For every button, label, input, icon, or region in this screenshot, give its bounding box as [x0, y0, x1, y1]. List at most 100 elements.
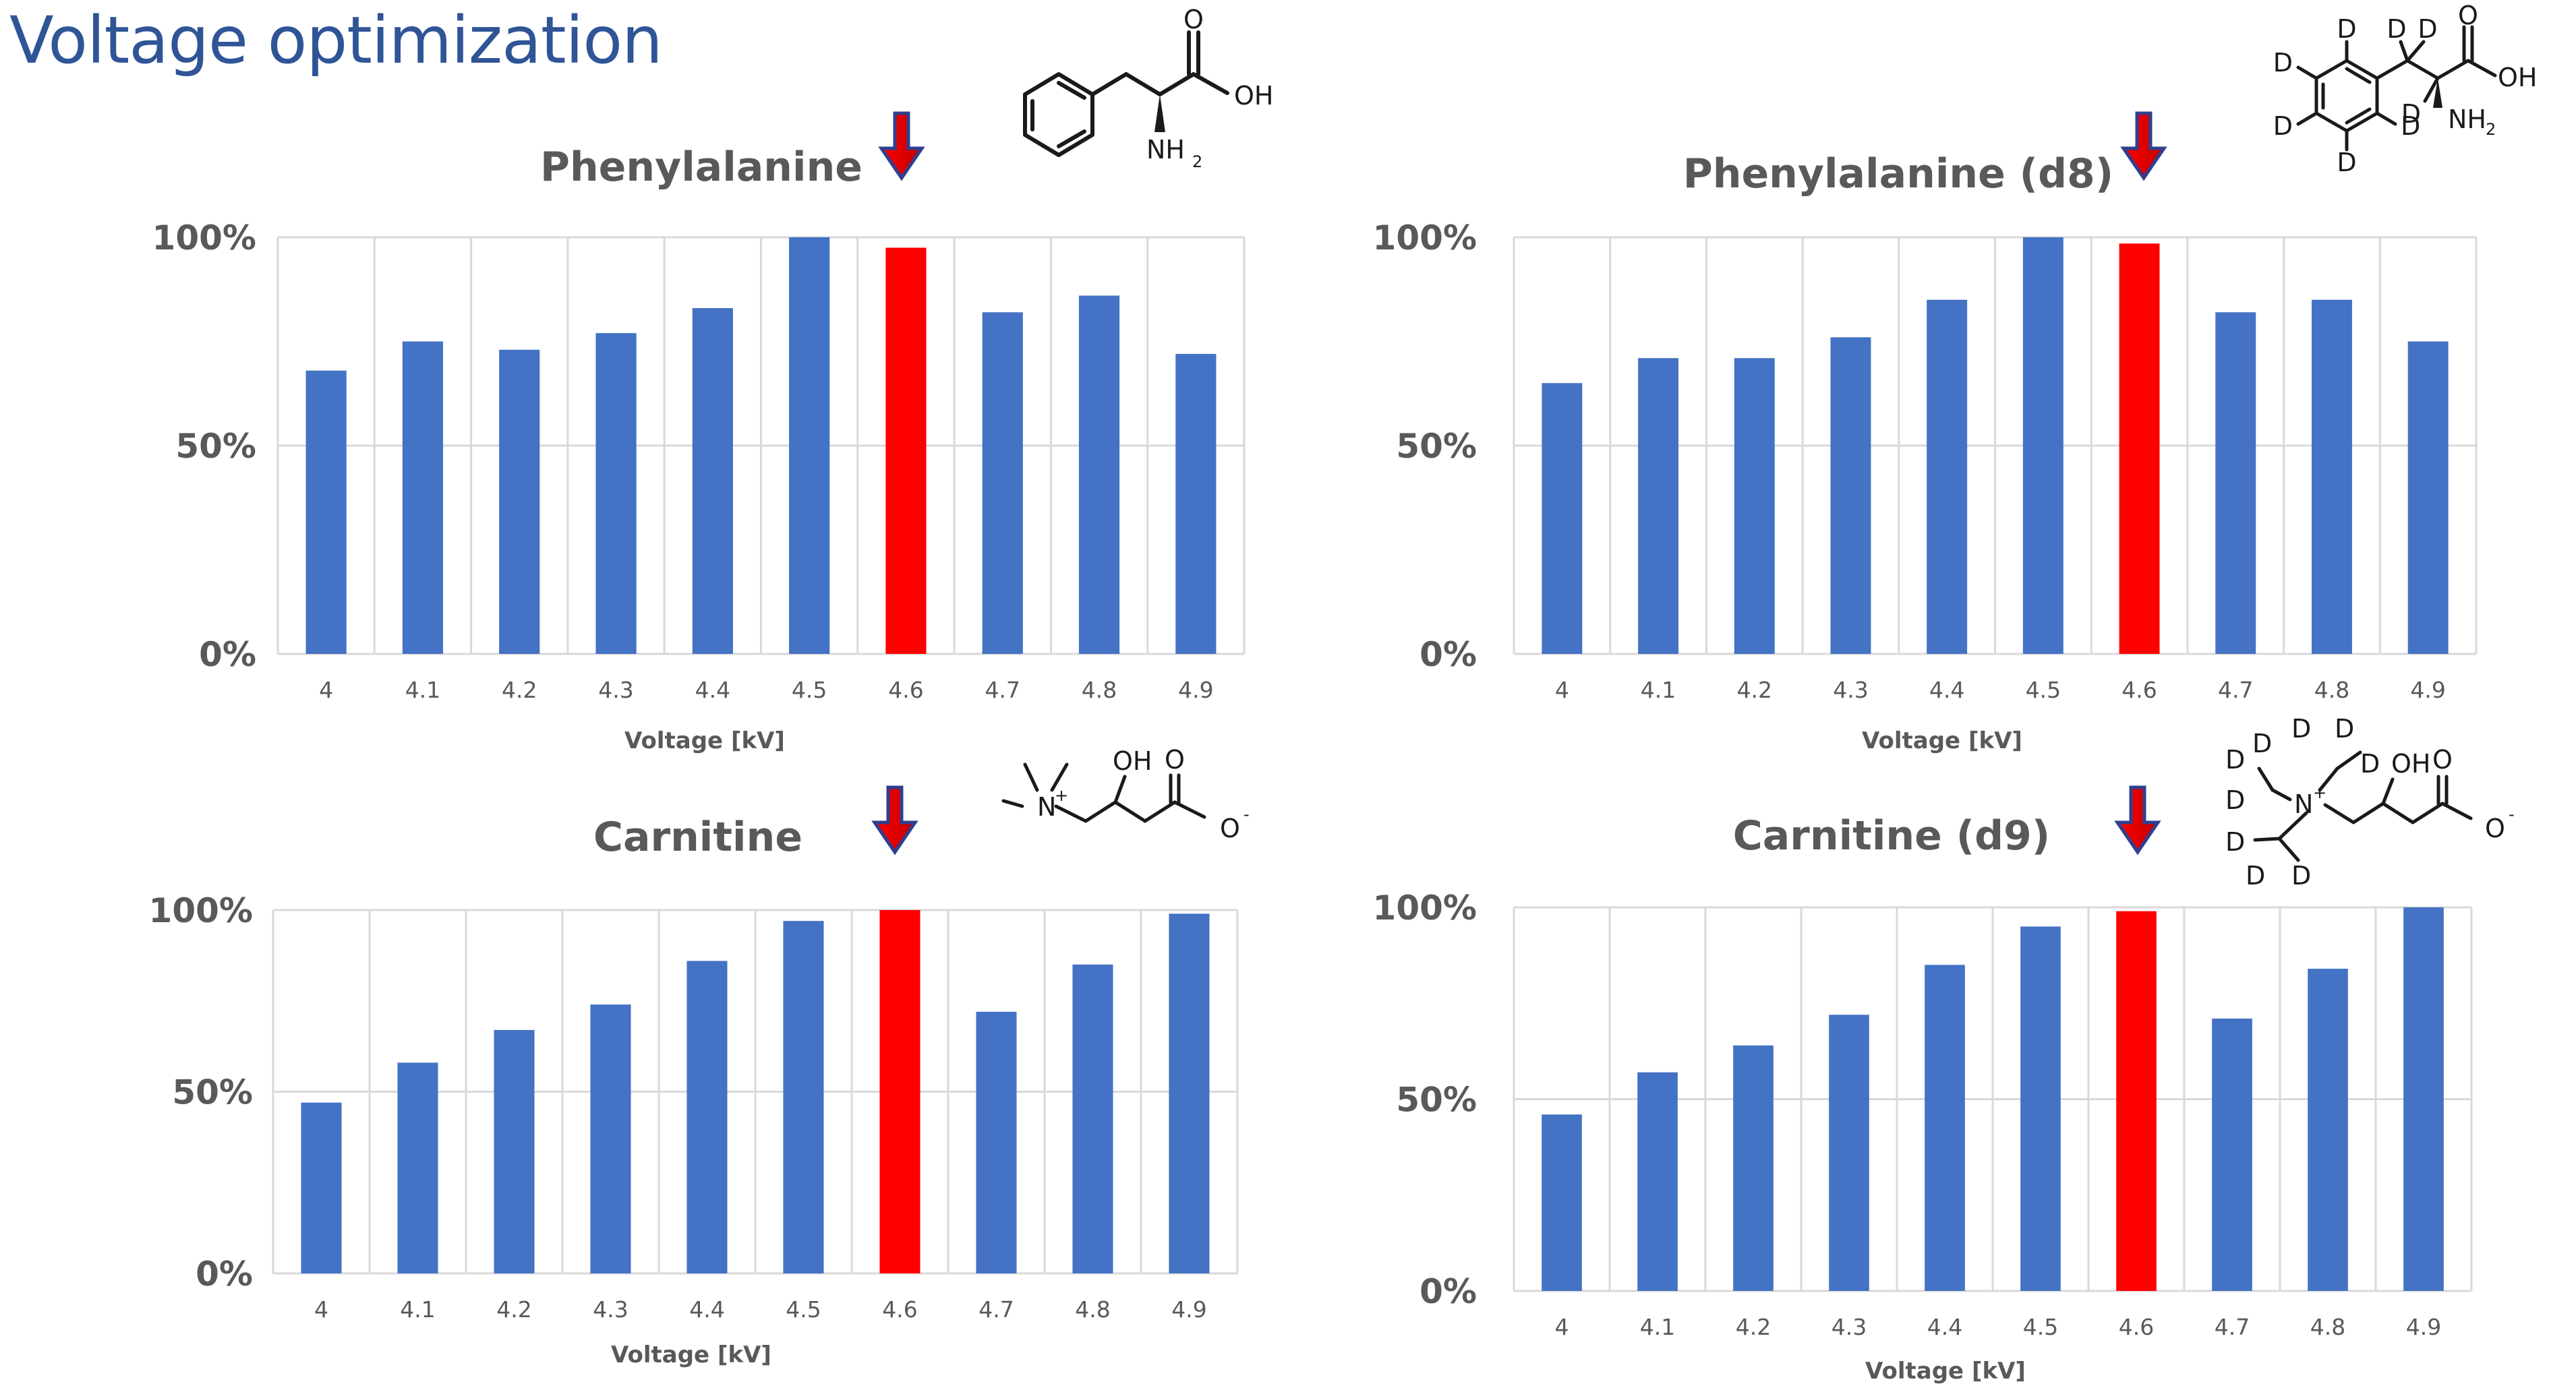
- atom-label: D: [2273, 111, 2293, 141]
- bar: [1072, 964, 1113, 1273]
- bar: [301, 1102, 342, 1273]
- atom-label: O: [2458, 1, 2478, 30]
- bar: [976, 1011, 1017, 1273]
- chart-carnitine: Carnitine 0% 50% 100% 4 4.1 4.2 4.3 4.4 4.5 4.6 4.7…: [149, 814, 1239, 1368]
- bar: [783, 921, 824, 1273]
- bar: [2311, 299, 2352, 654]
- x-tick-label: 4.4: [1929, 677, 1964, 703]
- atom-label: OH: [2391, 749, 2430, 779]
- optimum-arrow-carnitine: [871, 785, 918, 855]
- y-tick-label: 0%: [196, 1255, 253, 1294]
- y-tick-label: 100%: [152, 218, 256, 258]
- x-tick-label: 4.5: [786, 1296, 821, 1323]
- bar: [494, 1029, 535, 1273]
- atom-label: NH: [2448, 104, 2486, 134]
- bar: [2022, 237, 2063, 654]
- x-tick-label: 4.9: [2406, 1314, 2441, 1340]
- bar: [2403, 907, 2444, 1291]
- bar: [1733, 1045, 1774, 1291]
- bar: [1734, 358, 1775, 654]
- bar: [2407, 341, 2449, 654]
- x-tick-label: 4.9: [1178, 677, 1213, 703]
- atom-label: D: [2246, 861, 2265, 891]
- atom-label: 2: [2486, 120, 2496, 139]
- atom-label: NH: [1146, 135, 1185, 164]
- x-tick-label: 4.7: [985, 677, 1020, 703]
- x-tick-label: 4.6: [888, 677, 923, 703]
- bar: [402, 341, 444, 654]
- y-tick-label: 50%: [175, 427, 256, 466]
- x-tick-label: 4.3: [598, 677, 633, 703]
- x-tick-label: 4.6: [882, 1296, 917, 1323]
- x-tick-label: 4.3: [1833, 677, 1868, 703]
- bar: [1169, 913, 1210, 1273]
- bar: [2020, 926, 2061, 1291]
- atom-label: D: [2291, 714, 2311, 744]
- bar: [2308, 969, 2348, 1291]
- carnitine-d9-structure: N + OH O O - D D D D D D D D D: [2225, 714, 2515, 891]
- bar: [499, 349, 540, 654]
- x-tick-label: 4.3: [593, 1296, 628, 1323]
- x-tick-label: 4.7: [2215, 1314, 2250, 1340]
- x-axis-label: Voltage [kV]: [1862, 727, 2022, 754]
- x-tick-label: 4.8: [1075, 1296, 1110, 1323]
- y-tick-label: 0%: [1419, 1272, 1477, 1311]
- atom-label: D: [2337, 14, 2356, 44]
- x-tick-label: 4.2: [1737, 677, 1772, 703]
- bar-highlight: [885, 247, 927, 654]
- y-tick-label: 100%: [1373, 218, 1477, 258]
- x-tick-label: 4.8: [2310, 1314, 2345, 1340]
- bar: [1542, 383, 1583, 654]
- x-tick-label: 4.7: [978, 1296, 1014, 1323]
- y-tick-label: 0%: [1419, 635, 1477, 674]
- x-tick-label: 4: [1555, 1314, 1569, 1340]
- x-tick-label: 4.2: [502, 677, 537, 703]
- bar: [1925, 965, 1965, 1291]
- atom-label: D: [2337, 148, 2356, 177]
- bar: [1927, 299, 1968, 654]
- bar: [686, 961, 728, 1273]
- bar: [1542, 1114, 1582, 1291]
- atom-label: D: [2335, 714, 2354, 744]
- x-tick-label: 4.6: [2119, 1314, 2154, 1340]
- bar-highlight: [2116, 911, 2157, 1291]
- y-tick-label: 50%: [172, 1073, 253, 1112]
- x-axis-label: Voltage [kV]: [624, 727, 785, 754]
- chart-carnitine-d9: Carnitine (d9) 0% 50% 100% 4 4.1 4.2 4.3 4.4 4.5 4…: [1373, 812, 2473, 1385]
- phenylalanine-structure: O OH NH 2: [1023, 5, 1273, 171]
- atom-label: 2: [1192, 152, 1202, 171]
- atom-label: D: [2418, 14, 2437, 44]
- atom-label: O: [2432, 745, 2453, 775]
- atom-label: O: [1165, 745, 1185, 775]
- optimum-arrow-phenylalanine: [878, 111, 925, 181]
- x-tick-label: 4.6: [2121, 677, 2157, 703]
- phenylalanine-d8-structure: O OH NH 2 D D D D D D D D: [2273, 1, 2538, 177]
- atom-label: D: [2360, 749, 2380, 779]
- bar: [590, 1004, 631, 1273]
- atom-label: D: [2225, 827, 2245, 857]
- bar: [982, 312, 1023, 654]
- bar: [1830, 337, 1871, 654]
- atom-label: OH: [1234, 81, 1273, 111]
- atom-label: +: [1055, 786, 1068, 805]
- atom-label: OH: [2498, 63, 2537, 92]
- y-tick-label: 50%: [1396, 1081, 1477, 1120]
- bar: [1078, 295, 1120, 654]
- x-tick-label: 4.8: [1082, 677, 1117, 703]
- x-tick-label: 4.2: [496, 1296, 531, 1323]
- x-tick-label: 4.9: [2410, 677, 2445, 703]
- atom-label: D: [2387, 14, 2406, 44]
- chart-title: Carnitine (d9): [1733, 812, 2050, 859]
- x-tick-label: 4: [1555, 677, 1569, 703]
- bar: [305, 370, 347, 654]
- x-tick-label: 4.5: [2023, 1314, 2058, 1340]
- bar-highlight: [879, 910, 920, 1273]
- bar-highlight: [2119, 243, 2160, 654]
- x-tick-label: 4.9: [1171, 1296, 1206, 1323]
- atom-label: O: [2485, 814, 2505, 843]
- bar: [595, 333, 637, 654]
- x-tick-label: 4.7: [2218, 677, 2253, 703]
- atom-label: N: [2294, 789, 2313, 819]
- x-tick-label: 4.4: [689, 1296, 724, 1323]
